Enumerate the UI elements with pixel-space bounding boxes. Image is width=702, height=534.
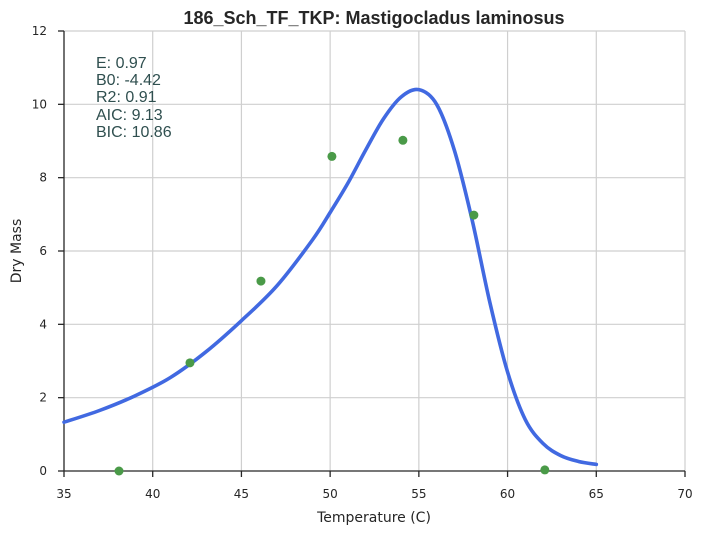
data-point (398, 135, 408, 145)
y-ticks: 0 2 4 6 8 10 12 (32, 24, 64, 478)
y-tick-label: 6 (39, 244, 47, 258)
y-tick-label: 2 (39, 391, 47, 405)
data-point (256, 276, 266, 286)
data-point (540, 465, 550, 475)
stats-annotation: E: 0.97 B0: -4.42 R2: 0.91 AIC: 9.13 BIC… (96, 55, 172, 141)
stat-b0: B0: -4.42 (96, 72, 161, 89)
chart-title: 186_Sch_TF_TKP: Mastigocladus laminosus (183, 8, 564, 28)
x-ticks: 35 40 45 50 55 60 65 70 (56, 471, 693, 501)
data-point (185, 358, 195, 368)
stat-bic: BIC: 10.86 (96, 124, 172, 141)
y-tick-label: 8 (39, 171, 47, 185)
y-tick-label: 10 (32, 97, 47, 111)
fit-curve (62, 87, 599, 467)
stat-aic: AIC: 9.13 (96, 107, 163, 124)
y-tick-label: 0 (39, 464, 47, 478)
stat-r2: R2: 0.91 (96, 89, 157, 106)
y-tick-label: 4 (39, 317, 47, 331)
stat-e: E: 0.97 (96, 55, 147, 72)
data-point (469, 210, 479, 220)
y-axis-label: Dry Mass (9, 219, 25, 284)
x-axis-label: Temperature (C) (316, 510, 431, 526)
x-tick-label: 70 (677, 487, 692, 501)
x-tick-label: 40 (145, 487, 160, 501)
data-point (327, 151, 337, 161)
x-tick-label: 65 (589, 487, 604, 501)
x-tick-label: 45 (234, 487, 249, 501)
x-tick-label: 55 (411, 487, 426, 501)
data-points (114, 135, 550, 476)
x-tick-label: 35 (56, 487, 71, 501)
y-tick-label: 12 (32, 24, 47, 38)
x-tick-label: 50 (323, 487, 338, 501)
grid (64, 30, 686, 471)
fit-curve-group (62, 87, 599, 467)
x-tick-label: 60 (500, 487, 515, 501)
data-point (114, 466, 124, 476)
